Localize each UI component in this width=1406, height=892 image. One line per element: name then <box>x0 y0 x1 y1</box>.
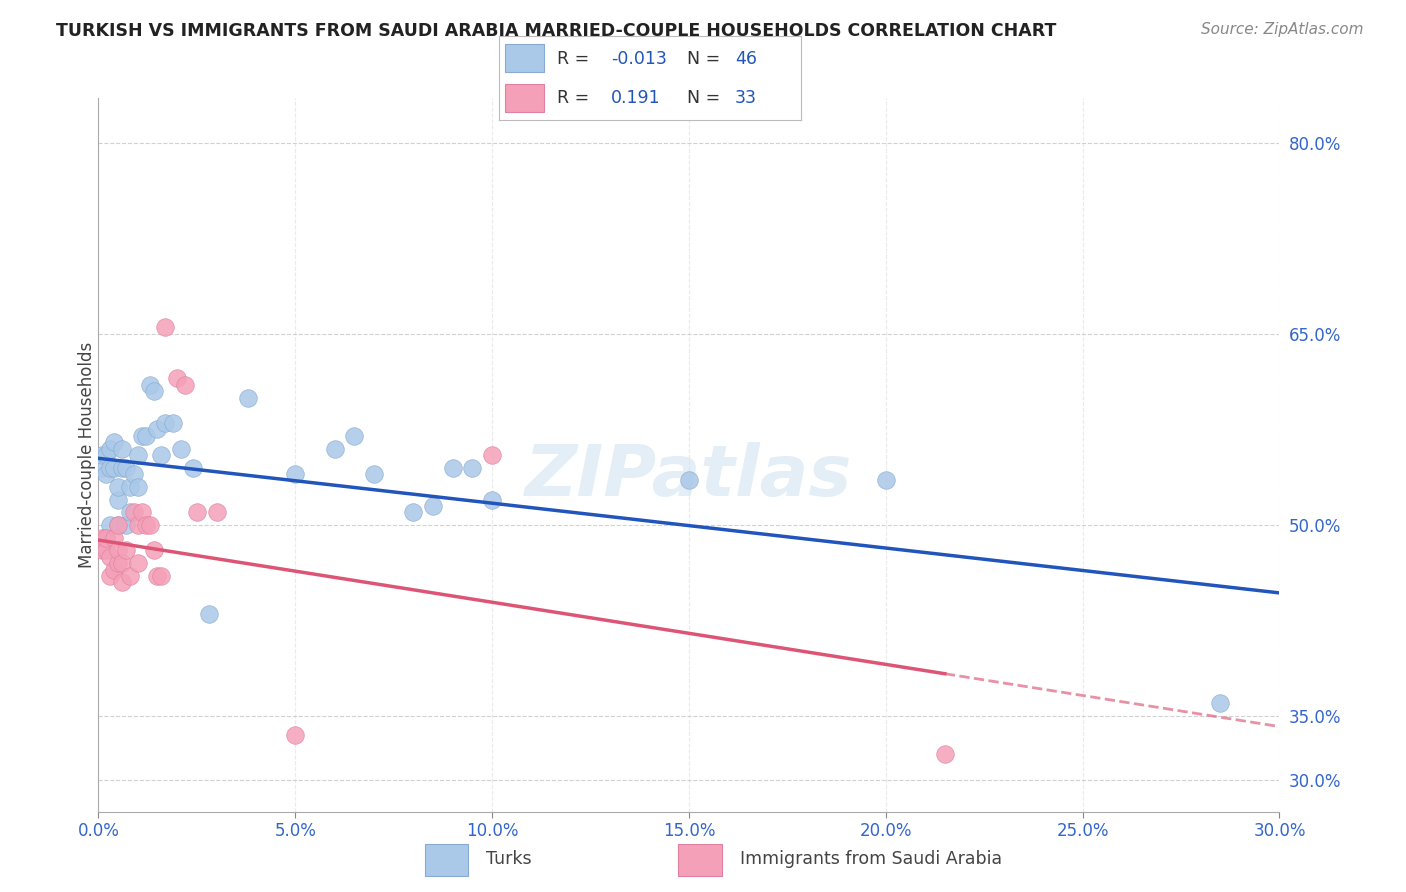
Point <box>205 505 228 519</box>
Point <box>138 377 160 392</box>
Point <box>91 531 114 545</box>
Point <box>142 543 165 558</box>
Point <box>103 563 125 577</box>
Point <box>98 460 121 475</box>
Point <box>111 575 134 590</box>
Point <box>284 728 307 742</box>
Point <box>422 499 444 513</box>
Point <box>98 518 121 533</box>
Point <box>323 442 346 456</box>
Point <box>181 460 204 475</box>
Text: N =: N = <box>686 88 720 106</box>
Point <box>875 474 897 488</box>
Point <box>343 429 366 443</box>
Point <box>115 518 138 533</box>
Point <box>91 448 114 462</box>
Point <box>103 460 125 475</box>
Point <box>115 460 138 475</box>
Point <box>162 416 184 430</box>
Point <box>122 467 145 481</box>
Point <box>135 518 157 533</box>
Point <box>441 460 464 475</box>
Point <box>127 448 149 462</box>
FancyBboxPatch shape <box>505 84 544 112</box>
Point <box>98 569 121 583</box>
Point <box>107 556 129 570</box>
Point <box>236 391 259 405</box>
Point <box>402 505 425 519</box>
FancyBboxPatch shape <box>678 844 721 876</box>
FancyBboxPatch shape <box>425 844 468 876</box>
Point <box>111 556 134 570</box>
Point <box>363 467 385 481</box>
Point <box>146 422 169 436</box>
Point <box>115 543 138 558</box>
Point <box>131 429 153 443</box>
Point <box>107 480 129 494</box>
Point <box>174 377 197 392</box>
Point <box>107 518 129 533</box>
Point <box>197 607 219 622</box>
Point <box>146 569 169 583</box>
Point <box>461 460 484 475</box>
FancyBboxPatch shape <box>505 45 544 72</box>
Point <box>91 460 114 475</box>
Text: ZIPatlas: ZIPatlas <box>526 442 852 511</box>
Point <box>135 429 157 443</box>
Point <box>103 531 125 545</box>
Point <box>150 448 173 462</box>
Point <box>118 480 141 494</box>
Point <box>481 492 503 507</box>
Text: 46: 46 <box>735 50 756 68</box>
Text: TURKISH VS IMMIGRANTS FROM SAUDI ARABIA MARRIED-COUPLE HOUSEHOLDS CORRELATION CH: TURKISH VS IMMIGRANTS FROM SAUDI ARABIA … <box>56 22 1057 40</box>
Y-axis label: Married-couple Households: Married-couple Households <box>79 342 96 568</box>
Point <box>96 467 118 481</box>
Point <box>107 492 129 507</box>
Point <box>122 505 145 519</box>
Text: R =: R = <box>557 50 589 68</box>
Point <box>103 435 125 450</box>
Point <box>127 556 149 570</box>
Point <box>127 480 149 494</box>
Point <box>118 505 141 519</box>
Text: Immigrants from Saudi Arabia: Immigrants from Saudi Arabia <box>740 849 1002 868</box>
Point <box>107 518 129 533</box>
Point <box>111 442 134 456</box>
Point <box>155 320 177 334</box>
Point <box>96 531 118 545</box>
Point <box>1209 697 1232 711</box>
Point <box>155 416 177 430</box>
Point <box>166 371 188 385</box>
Point <box>138 518 160 533</box>
Point <box>934 747 956 762</box>
Text: -0.013: -0.013 <box>612 50 666 68</box>
Text: R =: R = <box>557 88 589 106</box>
Point <box>481 448 503 462</box>
Point <box>284 467 307 481</box>
Text: 33: 33 <box>735 88 756 106</box>
Point <box>98 442 121 456</box>
Point <box>111 460 134 475</box>
Text: Source: ZipAtlas.com: Source: ZipAtlas.com <box>1201 22 1364 37</box>
Point <box>107 543 129 558</box>
Point <box>127 518 149 533</box>
Point <box>96 531 118 545</box>
Point <box>186 505 208 519</box>
Point <box>131 505 153 519</box>
Point <box>98 549 121 564</box>
Text: Turks: Turks <box>486 849 531 868</box>
Point <box>142 384 165 399</box>
Point <box>96 448 118 462</box>
Point <box>118 569 141 583</box>
Point <box>678 474 700 488</box>
Point <box>170 442 193 456</box>
Point <box>91 543 114 558</box>
Point <box>150 569 173 583</box>
Point <box>96 543 118 558</box>
Text: N =: N = <box>686 50 720 68</box>
Text: 0.191: 0.191 <box>612 88 661 106</box>
